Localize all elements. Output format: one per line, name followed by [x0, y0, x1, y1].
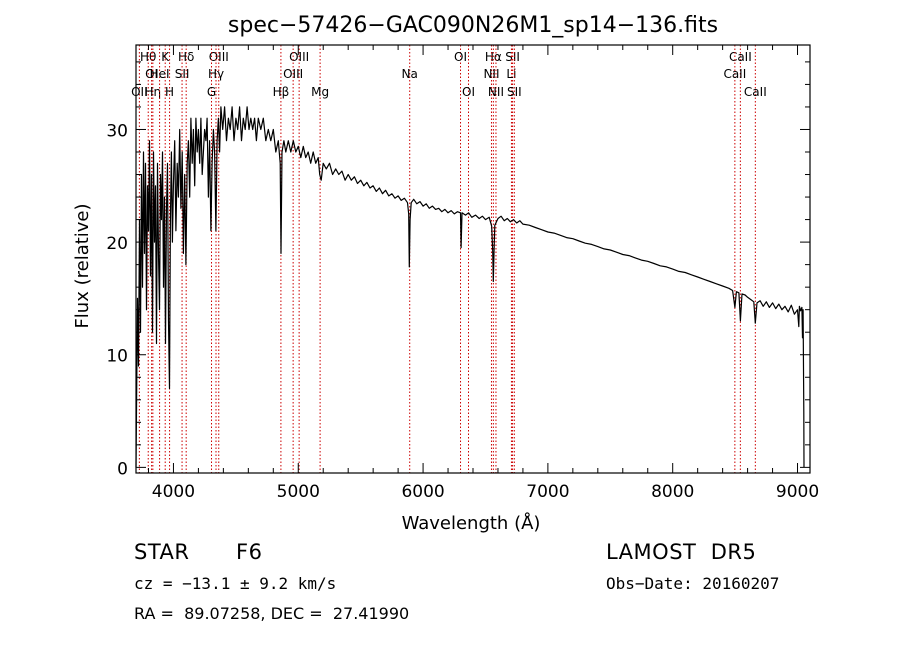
- line-label-0: Hθ: [140, 50, 156, 64]
- line-label-17: OI: [454, 50, 467, 64]
- line-label-6: H: [165, 85, 174, 99]
- line-label-22: SII: [505, 50, 520, 64]
- sky-coordinates: RA = 89.07258, DEC = 27.41990: [134, 604, 410, 623]
- line-label-25: CaII: [729, 50, 752, 64]
- axes: 4000 5000 6000 7000 8000 9000 0 10 20 30: [106, 44, 819, 502]
- line-label-14: Hβ: [273, 85, 290, 99]
- line-label-24: SII: [507, 85, 522, 99]
- x-tick-label-6000: 6000: [401, 482, 444, 502]
- spectrum-line-0: [135, 106, 805, 468]
- survey-release: LAMOST DR5: [606, 540, 757, 564]
- observation-date: Obs−Date: 20160207: [606, 574, 780, 593]
- line-label-3: Hη: [145, 85, 162, 99]
- line-label-9: OIII: [209, 50, 229, 64]
- line-label-2: OII: [131, 85, 148, 99]
- line-label-10: Hγ: [208, 67, 224, 81]
- y-tick-label-10: 10: [106, 347, 128, 367]
- spectrum-series: [135, 106, 805, 468]
- y-tick-label-20: 20: [106, 234, 128, 254]
- x-tick-label-5000: 5000: [277, 482, 320, 502]
- line-label-21: NII: [488, 85, 504, 99]
- line-label-19: Hα: [485, 50, 502, 64]
- y-axis-label: Flux (relative): [72, 203, 93, 328]
- line-label-8: SII: [175, 67, 190, 81]
- line-label-27: CaII: [744, 85, 767, 99]
- chart-title: spec−57426−GAC090N26M1_sp14−136.fits: [228, 13, 718, 38]
- line-label-1: OI: [145, 67, 158, 81]
- y-tick-label-30: 30: [106, 121, 128, 141]
- plot-frame: [135, 44, 811, 474]
- x-tick-label-4000: 4000: [152, 482, 195, 502]
- line-label-23: Li: [506, 67, 516, 81]
- line-label-15: Mg: [311, 85, 329, 99]
- y-tick-label-0: 0: [117, 459, 128, 479]
- line-label-5: HeI: [150, 67, 170, 81]
- line-label-11: G: [207, 85, 216, 99]
- line-label-4: K: [161, 50, 170, 64]
- redshift-velocity: cz = −13.1 ± 9.2 km/s: [134, 574, 337, 593]
- line-label-18: OI: [462, 85, 475, 99]
- object-subclass: F6: [236, 540, 263, 564]
- line-label-16: Na: [402, 67, 418, 81]
- x-tick-label-7000: 7000: [526, 482, 569, 502]
- line-label-26: CaII: [723, 67, 746, 81]
- line-label-12: OIII: [289, 50, 309, 64]
- x-tick-label-9000: 9000: [776, 482, 819, 502]
- x-axis-label: Wavelength (Å): [402, 512, 541, 534]
- line-label-13: OIII: [283, 67, 303, 81]
- line-label-7: Hδ: [178, 50, 194, 64]
- x-tick-label-8000: 8000: [651, 482, 694, 502]
- object-class: STAR: [134, 540, 190, 564]
- line-label-20: NII: [483, 67, 499, 81]
